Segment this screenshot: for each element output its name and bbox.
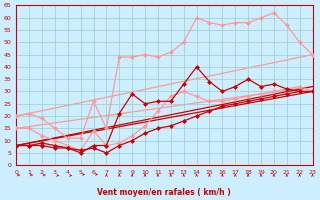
X-axis label: Vent moyen/en rafales ( km/h ): Vent moyen/en rafales ( km/h ) (98, 188, 231, 197)
